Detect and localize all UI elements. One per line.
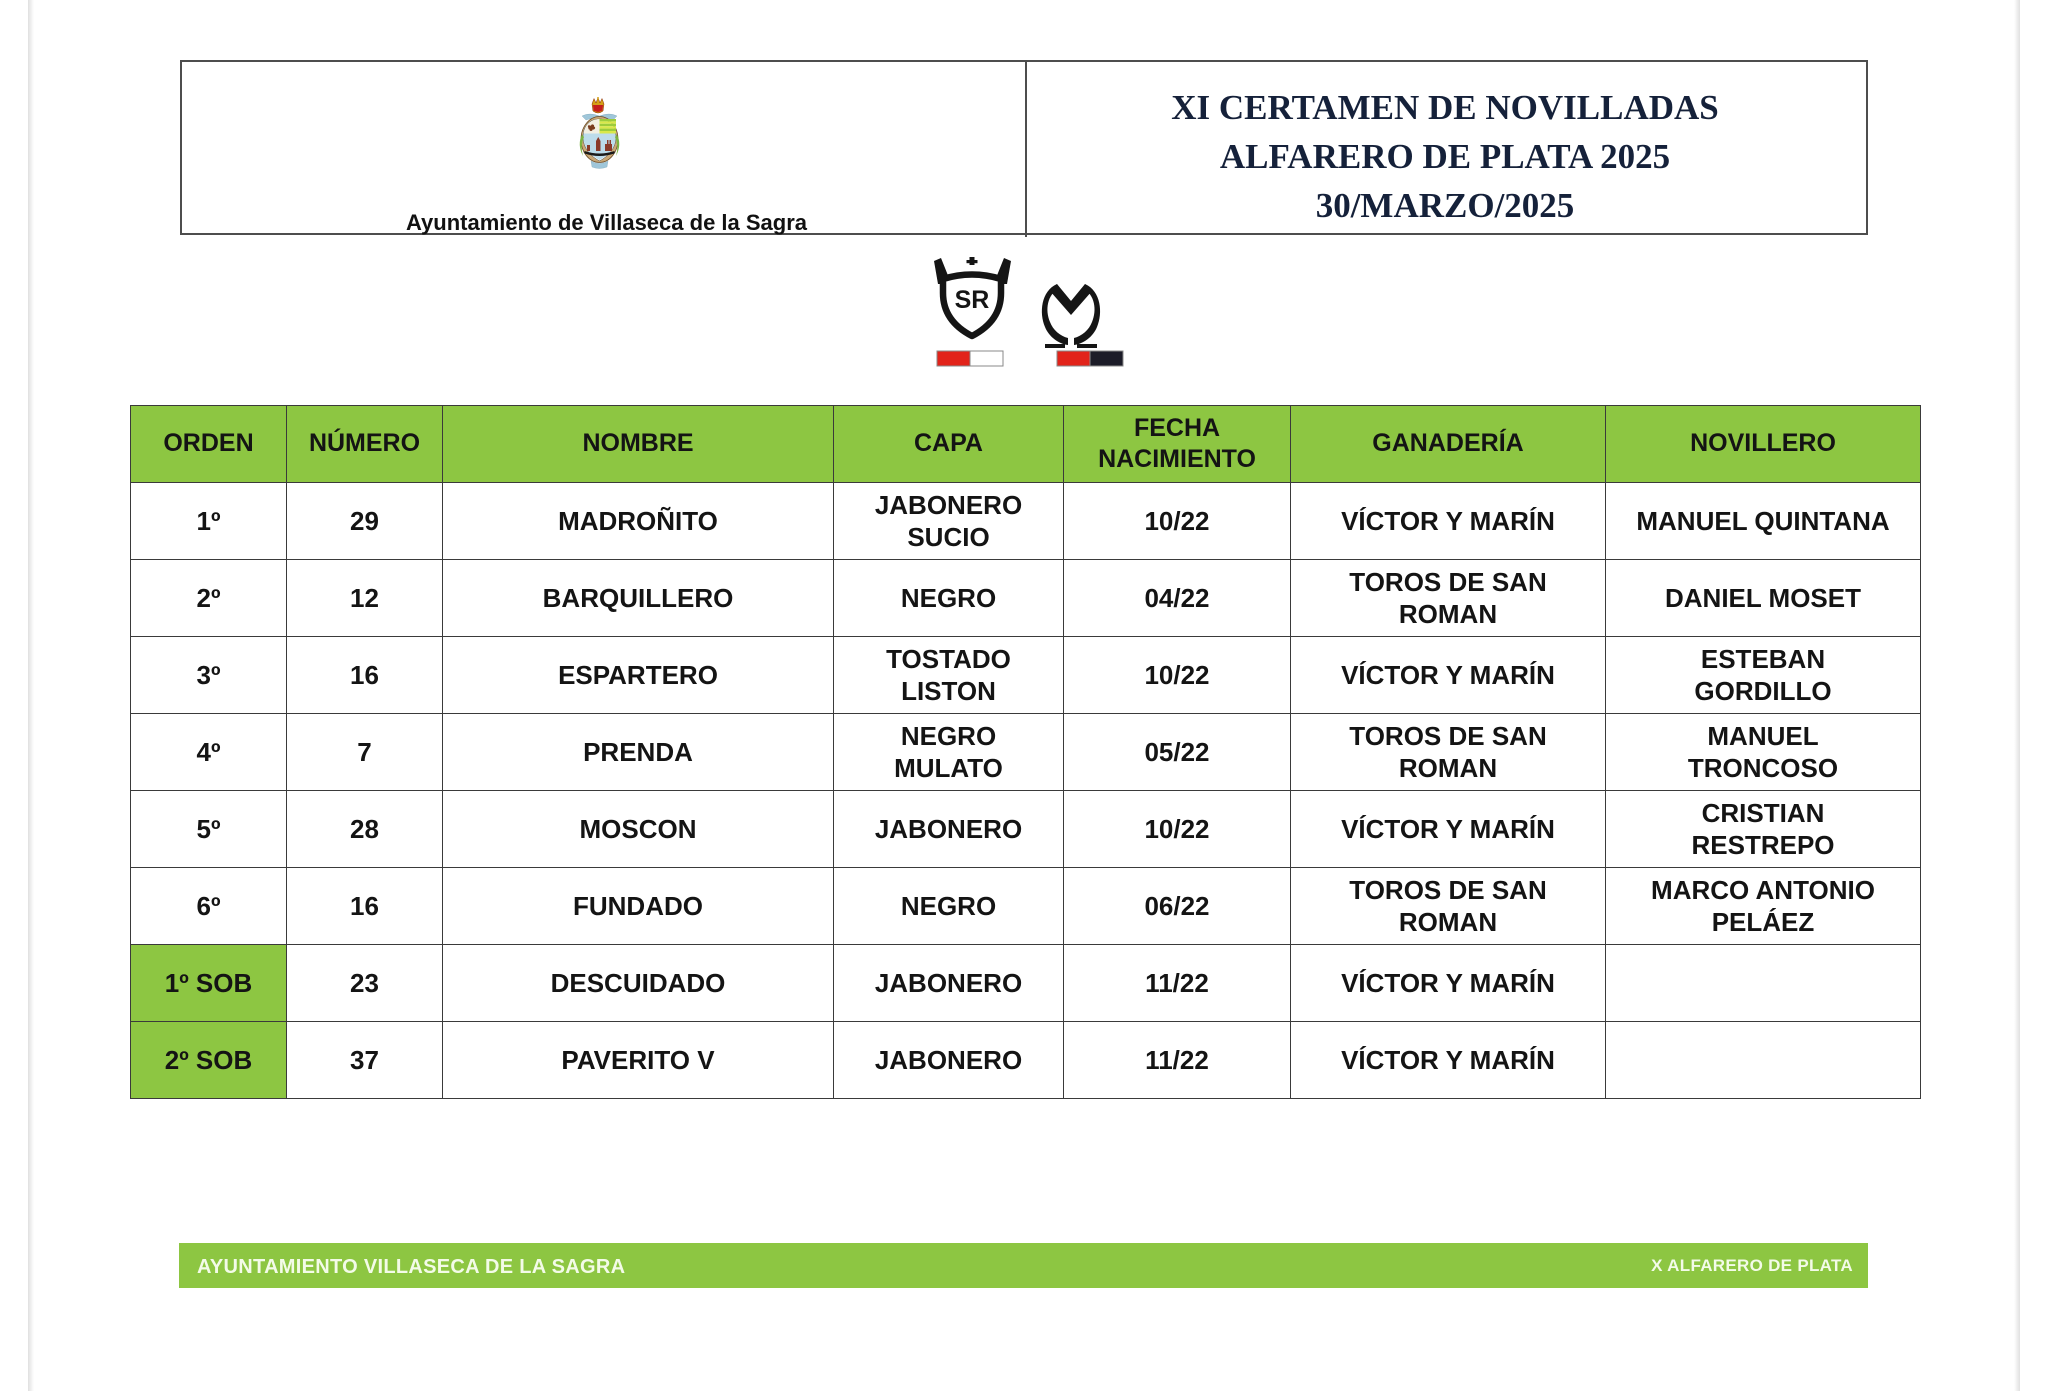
svg-text:SR: SR [955, 286, 990, 314]
